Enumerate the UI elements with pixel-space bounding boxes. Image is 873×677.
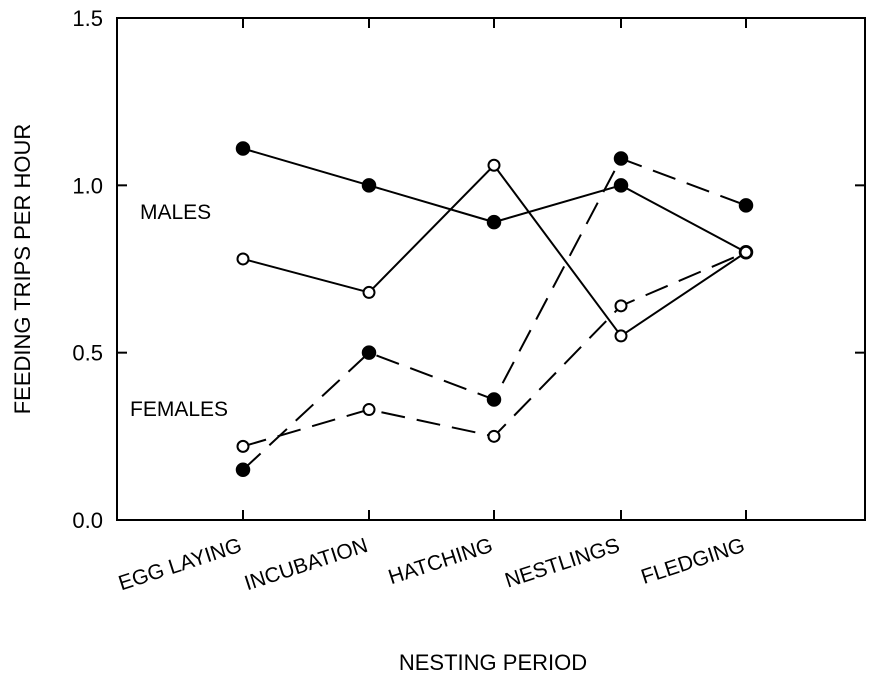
- point-s2-0: [235, 462, 251, 478]
- x-tick-label-0: EGG LAYING: [116, 534, 245, 595]
- y-tick-label-2: 1.0: [72, 173, 103, 198]
- x-tick-label-3: NESTLINGS: [502, 534, 622, 593]
- point-s2-2: [486, 392, 502, 407]
- x-tick-label-1: INCUBATION: [242, 534, 371, 595]
- series-line-1: [242, 163, 747, 338]
- point-s3-1: [362, 403, 376, 417]
- point-s1-3: [614, 329, 628, 343]
- point-s1-2: [487, 158, 501, 172]
- point-s3-0: [236, 439, 250, 453]
- y-tick-label-0: 0.0: [72, 508, 103, 533]
- x-tick-label-2: HATCHING: [386, 534, 496, 589]
- point-s0-0: [235, 141, 251, 156]
- y-tick-label-1: 0.5: [72, 341, 103, 366]
- x-axis-label: NESTING PERIOD: [399, 650, 587, 675]
- point-s0-3: [613, 178, 629, 193]
- point-s2-4: [738, 198, 754, 213]
- y-tick-label-3: 1.5: [72, 6, 103, 31]
- point-s2-3: [613, 151, 629, 166]
- point-s3-3: [614, 299, 628, 313]
- x-tick-label-4: FLEDGING: [638, 534, 747, 589]
- y-axis-ticks: 0.0 0.5 1.0 1.5: [72, 6, 865, 533]
- point-s3-2: [487, 429, 501, 443]
- point-s3-4: [739, 245, 753, 259]
- series-line-2: [242, 157, 747, 471]
- series-layer: [235, 141, 754, 478]
- males-annotation: MALES: [140, 201, 211, 224]
- point-s1-1: [362, 285, 376, 299]
- point-s0-2: [486, 214, 502, 230]
- y-axis-label: FEEDING TRIPS PER HOUR: [10, 124, 35, 415]
- point-s2-1: [361, 345, 377, 360]
- plot-frame: [116, 17, 866, 521]
- point-s0-1: [361, 178, 377, 193]
- point-s1-0: [236, 252, 250, 266]
- series-line-3: [242, 251, 747, 448]
- females-annotation: FEMALES: [130, 398, 228, 421]
